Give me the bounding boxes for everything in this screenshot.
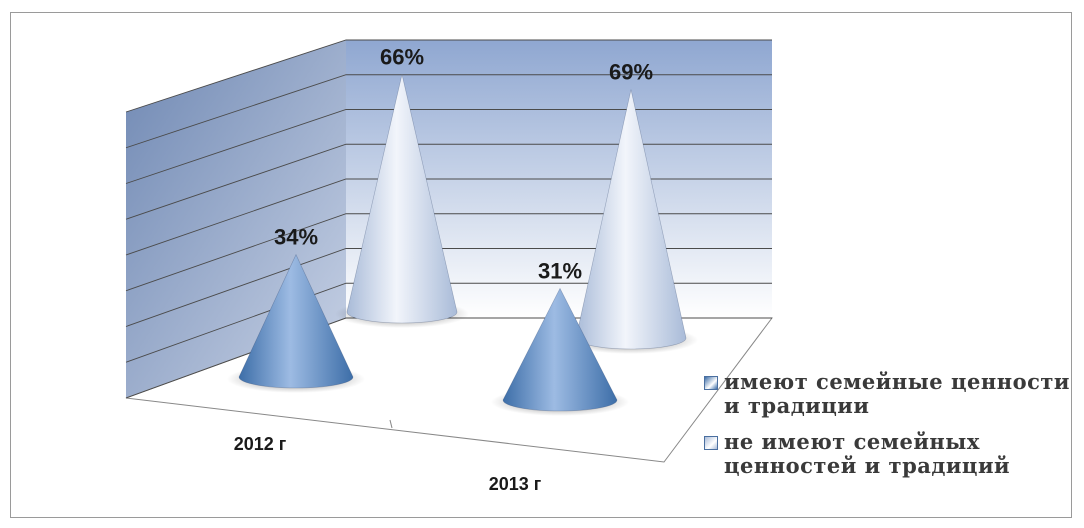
gridline (125, 39, 772, 113)
cone-has-values-1 (238, 253, 354, 389)
category-label: 2012 г (234, 434, 287, 454)
legend-label-series-2: не имеют семейных ценностей и традиций (724, 429, 1011, 478)
legend-swatch-series-2 (704, 436, 718, 450)
data-label: 66% (380, 44, 424, 69)
legend: имеют семейные ценности и традиции не им… (704, 370, 1074, 490)
data-label: 69% (609, 60, 653, 85)
cone-no-values-1 (346, 74, 458, 324)
data-label: 34% (274, 225, 318, 250)
category-label: 2013 г (489, 474, 542, 494)
gridline (125, 74, 772, 149)
legend-item-series-2: не имеют семейных ценностей и традиций (704, 430, 1074, 478)
data-label: 31% (538, 258, 582, 283)
legend-item-series-1: имеют семейные ценности и традиции (704, 370, 1074, 418)
tick (389, 419, 393, 429)
legend-label-series-1: имеют семейные ценности и традиции (724, 369, 1070, 418)
legend-swatch-series-1 (704, 376, 718, 390)
cone-has-values-2 (502, 287, 618, 412)
